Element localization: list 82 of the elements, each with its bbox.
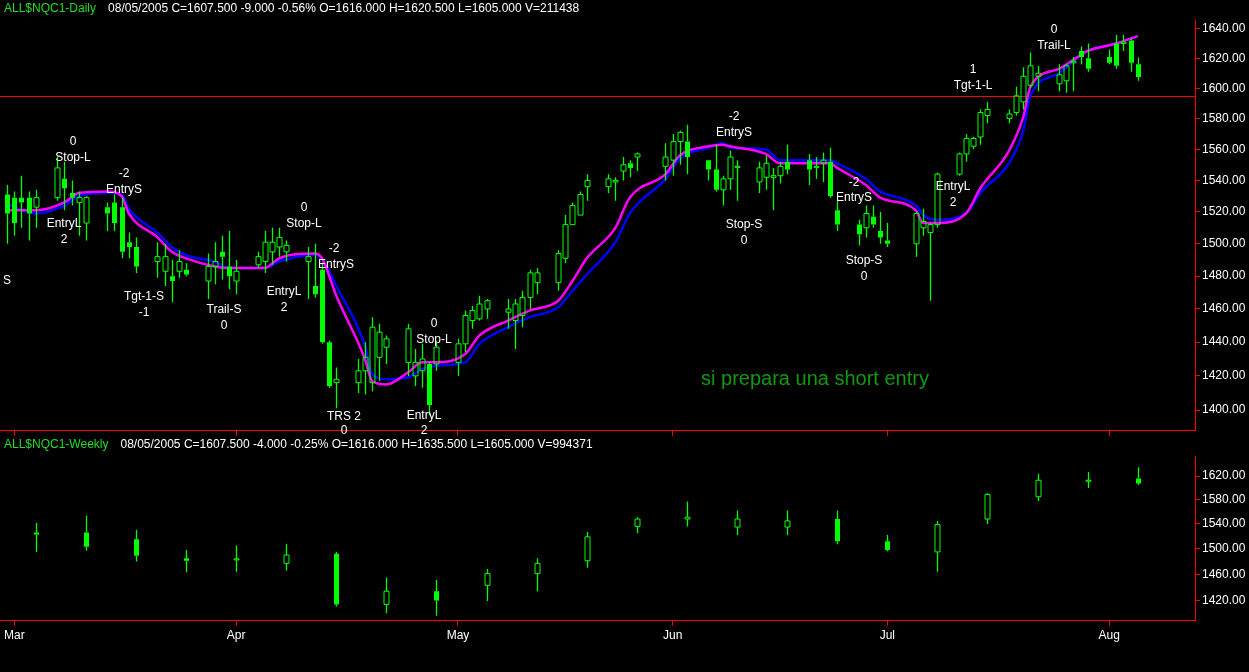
annotation: 0 bbox=[430, 316, 438, 331]
annotation: 0 bbox=[69, 134, 77, 149]
annotation: 2 bbox=[280, 300, 288, 315]
annotation: EntryL bbox=[935, 179, 971, 194]
annotation: 1 bbox=[969, 62, 977, 77]
candlestick bbox=[784, 509, 791, 536]
annotation: -2 bbox=[118, 166, 130, 181]
candlestick bbox=[313, 243, 318, 299]
y-tick-label: 1580.00 bbox=[1202, 492, 1246, 507]
candlestick bbox=[220, 235, 225, 281]
chart-title: ALL$NQC1-Weekly bbox=[4, 437, 109, 452]
annotation: Stop-S bbox=[725, 217, 763, 232]
x-tick-label: May bbox=[446, 628, 470, 643]
candlestick bbox=[184, 549, 189, 573]
y-tick-label: 1400.00 bbox=[1202, 402, 1246, 417]
annotation: 0 bbox=[300, 200, 308, 215]
y-tick-label: 1560.00 bbox=[1202, 141, 1246, 156]
candlestick bbox=[12, 190, 17, 237]
candlestick bbox=[84, 514, 89, 552]
y-tick-label: 1540.00 bbox=[1202, 516, 1246, 531]
candlestick bbox=[684, 500, 691, 528]
annotation: Stop-L bbox=[416, 332, 452, 347]
candlestick bbox=[5, 184, 10, 245]
annotation: EntryL bbox=[406, 408, 442, 423]
annotation: -1 bbox=[138, 305, 150, 320]
y-tick-label: 1540.00 bbox=[1202, 172, 1246, 187]
annotation: Stop-L bbox=[55, 150, 91, 165]
y-tick-label: 1600.00 bbox=[1202, 80, 1246, 95]
y-tick-label: 1520.00 bbox=[1202, 204, 1246, 219]
annotation: 0 bbox=[860, 269, 868, 284]
x-tick-label: Jul bbox=[879, 628, 895, 643]
annotation: EntryS bbox=[835, 190, 873, 205]
chart-subtitle: 08/05/2005 C=1607.500 -9.000 -0.56% O=1616.000 H=1620.500 L=1605.000 V=211438 bbox=[108, 1, 580, 16]
candlestick bbox=[305, 246, 312, 300]
y-tick-label: 1440.00 bbox=[1202, 334, 1246, 349]
chart-subtitle: 08/05/2005 C=1607.500 -4.000 -0.25% O=1616.000 H=1635.500 L=1605.000 V=994371 bbox=[120, 437, 593, 452]
annotation: Stop-L bbox=[286, 216, 322, 231]
annotation: Tgt-1-S bbox=[123, 289, 165, 304]
y-tick-label: 1480.00 bbox=[1202, 268, 1246, 283]
annotation: EntryS bbox=[105, 182, 143, 197]
annotation: EntryS bbox=[715, 125, 753, 140]
candlestick bbox=[685, 124, 690, 175]
annotation: Stop-S bbox=[845, 253, 883, 268]
candlestick bbox=[1070, 56, 1077, 92]
annotation: si prepara una short entry bbox=[701, 366, 929, 389]
annotation: TRS 2 bbox=[326, 409, 362, 424]
x-tick-label: Aug bbox=[1098, 628, 1120, 643]
y-tick-label: 1500.00 bbox=[1202, 541, 1246, 556]
annotation: -2 bbox=[328, 241, 340, 256]
candlestick bbox=[434, 579, 439, 617]
candlestick bbox=[105, 201, 110, 232]
y-tick-label: 1420.00 bbox=[1202, 592, 1246, 607]
annotation: Trail-L bbox=[1037, 38, 1072, 53]
y-tick-label: 1460.00 bbox=[1202, 301, 1246, 316]
annotation: Tgt-1-L bbox=[953, 78, 993, 93]
annotation: 2 bbox=[60, 232, 68, 247]
annotation: 0 bbox=[740, 233, 748, 248]
candlestick bbox=[878, 211, 883, 245]
y-tick-label: 1580.00 bbox=[1202, 110, 1246, 125]
chart-title: ALL$NQC1-Daily bbox=[4, 1, 97, 16]
candlestick bbox=[233, 544, 240, 573]
annotation: EntryL bbox=[266, 284, 302, 299]
annotation: 0 bbox=[220, 318, 228, 333]
x-tick-label: Mar bbox=[3, 628, 25, 643]
annotation: -2 bbox=[848, 175, 860, 190]
annotation: 2 bbox=[949, 195, 957, 210]
y-tick-label: 1640.00 bbox=[1202, 21, 1246, 36]
y-tick-label: 1460.00 bbox=[1202, 566, 1246, 581]
candlestick bbox=[127, 231, 132, 259]
x-tick-label: Jun bbox=[662, 628, 683, 643]
y-tick-label: 1420.00 bbox=[1202, 368, 1246, 383]
y-tick-label: 1620.00 bbox=[1202, 50, 1246, 65]
candlestick bbox=[885, 222, 890, 248]
candlestick bbox=[170, 259, 175, 303]
annotation: 0 bbox=[1050, 22, 1058, 37]
y-tick-label: 1500.00 bbox=[1202, 236, 1246, 251]
annotation: Trail-S bbox=[206, 302, 242, 317]
x-tick-label: Apr bbox=[226, 628, 246, 643]
annotation: S bbox=[2, 273, 12, 288]
candlestick bbox=[584, 173, 591, 202]
y-tick-label: 1620.00 bbox=[1202, 468, 1246, 483]
annotation: -2 bbox=[728, 109, 740, 124]
